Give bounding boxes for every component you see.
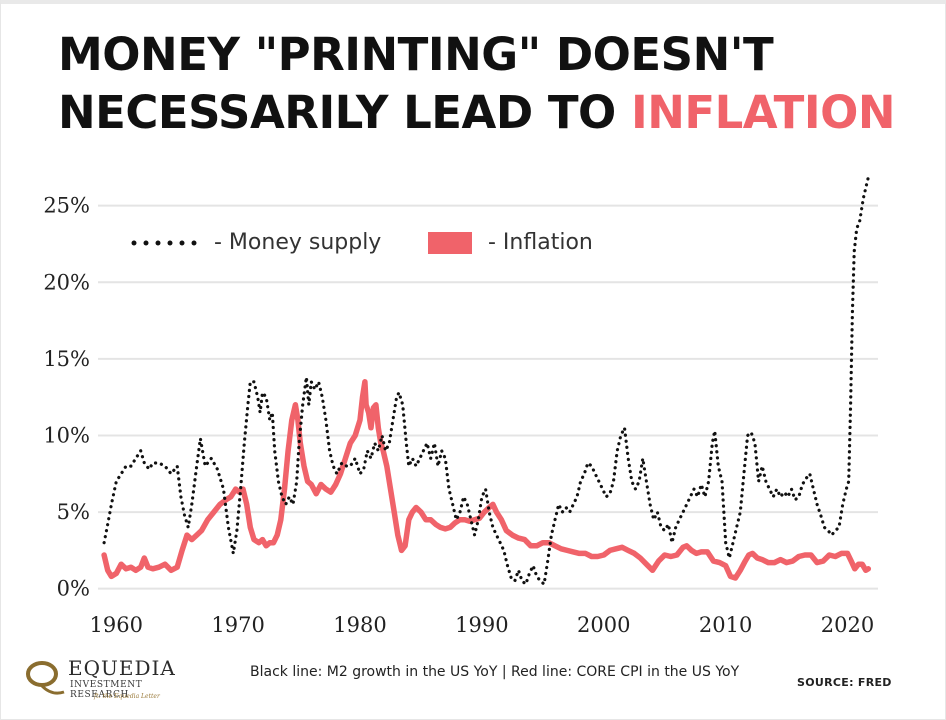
- x-tick-label: 2000: [577, 613, 630, 637]
- logo-name: EQUEDIA: [68, 656, 176, 680]
- x-tick-label: 2010: [699, 613, 752, 637]
- x-tick-label: 1970: [211, 613, 264, 637]
- series-layer: [101, 173, 872, 586]
- legend-dot: [167, 240, 173, 246]
- grid-lines: [98, 204, 878, 590]
- y-tick-label: 5%: [57, 500, 90, 524]
- y-tick-label: 15%: [43, 347, 90, 371]
- y-tick-label: 20%: [43, 270, 90, 294]
- legend: - Money supply - Inflation: [131, 230, 593, 255]
- equedia-logo: EQUEDIA INVESTMENT RESEARCH ft. the Eque…: [22, 656, 192, 706]
- chart-caption: Black line: M2 growth in the US YoY | Re…: [250, 664, 740, 680]
- equedia-logo-mark-icon: [26, 661, 65, 695]
- source-note: SOURCE: FRED: [797, 676, 892, 689]
- title-highlight-inflation: INFLATION: [630, 86, 896, 139]
- legend-money-supply-label: - Money supply: [214, 230, 381, 255]
- y-tick-label: 10%: [43, 423, 90, 447]
- logo-tagline: ft. the Equedia Letter: [94, 693, 160, 700]
- legend-money-supply-marker: [131, 240, 197, 246]
- x-axis-ticks: 1960 1970 1980 1990 2000 2010 2020: [90, 613, 875, 637]
- series-line-inflation: [101, 379, 872, 581]
- y-tick-label: 0%: [57, 577, 90, 601]
- series-line-money-supply: [102, 173, 871, 586]
- x-tick-label: 1960: [90, 613, 143, 637]
- legend-dot: [143, 240, 149, 246]
- legend-inflation-label: - Inflation: [488, 230, 593, 255]
- chart-title: MONEY "PRINTING" DOESN'T NECESSARILY LEA…: [58, 26, 918, 142]
- y-tick-label: 25%: [43, 194, 90, 218]
- logo-subtitle: INVESTMENT RESEARCH: [70, 680, 143, 700]
- legend-inflation-marker: [428, 232, 472, 254]
- legend-dot: [131, 240, 137, 246]
- x-tick-label: 1980: [333, 613, 386, 637]
- x-tick-label: 2020: [821, 613, 874, 637]
- legend-dot: [191, 240, 197, 246]
- legend-dot: [155, 240, 161, 246]
- x-tick-label: 1990: [455, 613, 508, 637]
- legend-dot: [179, 240, 185, 246]
- title-line-1: MONEY "PRINTING" DOESN'T: [58, 28, 774, 81]
- title-line-2-prefix: NECESSARILY LEAD TO: [58, 86, 631, 139]
- y-axis-ticks: 0% 5% 10% 15% 20% 25%: [43, 194, 90, 601]
